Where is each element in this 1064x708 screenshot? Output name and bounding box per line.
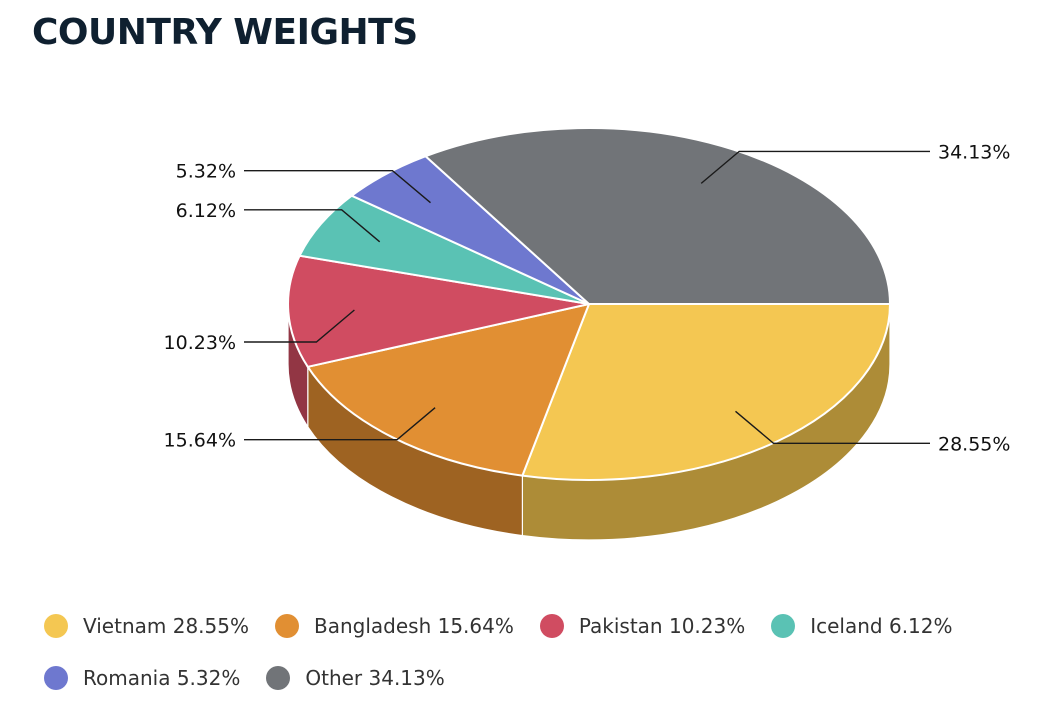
legend-swatch-romania — [44, 666, 68, 690]
legend-label-iceland: Iceland 6.12% — [810, 614, 953, 638]
legend: Vietnam 28.55% Bangladesh 15.64% Pakista… — [44, 600, 1044, 704]
pie-slice-vietnam[interactable] — [521, 303, 892, 481]
pie-slice-iceland[interactable] — [298, 194, 590, 305]
leader-line-vietnam — [735, 410, 930, 444]
legend-swatch-vietnam — [44, 614, 68, 638]
pie-slice-other[interactable] — [423, 127, 892, 305]
leader-line-pakistan — [244, 309, 355, 343]
pie-slices — [287, 127, 892, 481]
data-label-bangladesh: 15.64% — [164, 430, 236, 452]
legend-item-iceland[interactable]: Iceland 6.12% — [771, 614, 953, 638]
pie-slice-pakistan[interactable] — [287, 254, 590, 368]
leader-line-bangladesh — [244, 407, 436, 441]
pie-slice-bangladesh[interactable] — [306, 302, 591, 477]
data-label-romania: 5.32% — [176, 161, 236, 183]
legend-label-other: Other 34.13% — [305, 666, 445, 690]
data-label-pakistan: 10.23% — [164, 332, 236, 354]
legend-item-romania[interactable]: Romania 5.32% — [44, 666, 240, 690]
legend-label-pakistan: Pakistan 10.23% — [578, 614, 746, 638]
legend-item-bangladesh[interactable]: Bangladesh 15.64% — [274, 614, 514, 638]
leader-lines — [244, 150, 930, 444]
legend-item-vietnam[interactable]: Vietnam 28.55% — [44, 614, 249, 638]
legend-label-vietnam: Vietnam 28.55% — [83, 614, 249, 638]
legend-row-2: Romania 5.32% Other 34.13% — [44, 652, 1044, 704]
legend-swatch-iceland — [771, 614, 796, 638]
legend-swatch-pakistan — [539, 614, 564, 638]
legend-item-pakistan[interactable]: Pakistan 10.23% — [539, 614, 746, 638]
legend-label-bangladesh: Bangladesh 15.64% — [313, 614, 514, 638]
legend-row-1: Vietnam 28.55% Bangladesh 15.64% Pakista… — [44, 600, 1044, 652]
leader-line-romania — [244, 169, 431, 204]
leader-line-iceland — [244, 209, 381, 243]
pie-chart: 28.55% 15.64% 10.23% 6.12% 5.32% 34.13% — [164, 127, 1011, 541]
data-label-vietnam: 28.55% — [938, 433, 1010, 455]
legend-swatch-other — [266, 666, 291, 690]
legend-label-romania: Romania 5.32% — [83, 666, 241, 690]
leader-line-other — [700, 150, 930, 184]
data-label-other: 34.13% — [938, 141, 1010, 163]
chart-title: COUNTRY WEIGHTS — [32, 12, 418, 53]
data-label-iceland: 6.12% — [176, 200, 236, 222]
data-labels: 28.55% 15.64% 10.23% 6.12% 5.32% 34.13% — [164, 141, 1011, 455]
legend-swatch-bangladesh — [274, 614, 299, 638]
legend-item-other[interactable]: Other 34.13% — [266, 666, 445, 690]
